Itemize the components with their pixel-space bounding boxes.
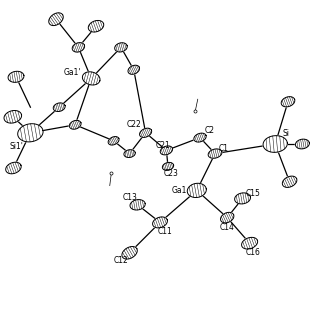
Polygon shape — [108, 137, 119, 145]
Polygon shape — [128, 65, 140, 74]
Polygon shape — [235, 193, 251, 204]
Text: C21: C21 — [156, 141, 171, 150]
Polygon shape — [82, 72, 100, 85]
Polygon shape — [8, 71, 24, 82]
Text: Si: Si — [283, 129, 290, 138]
Text: C23: C23 — [164, 169, 179, 178]
Text: C11: C11 — [157, 227, 172, 236]
Text: C16: C16 — [246, 248, 261, 257]
Text: C12: C12 — [114, 256, 128, 265]
Polygon shape — [49, 13, 63, 26]
Polygon shape — [88, 20, 104, 32]
Polygon shape — [6, 162, 21, 174]
Polygon shape — [18, 124, 43, 142]
Polygon shape — [282, 176, 297, 188]
Polygon shape — [122, 246, 137, 259]
Text: Ga1': Ga1' — [63, 68, 81, 77]
Polygon shape — [130, 200, 145, 210]
Polygon shape — [208, 149, 222, 158]
Polygon shape — [153, 217, 167, 228]
Polygon shape — [187, 183, 206, 197]
Polygon shape — [162, 163, 174, 170]
Polygon shape — [115, 43, 127, 52]
Text: C1: C1 — [219, 144, 229, 153]
Text: C22: C22 — [126, 120, 141, 129]
Polygon shape — [4, 110, 21, 123]
Polygon shape — [194, 133, 206, 142]
Polygon shape — [160, 146, 172, 155]
Polygon shape — [72, 43, 84, 52]
Polygon shape — [53, 103, 65, 111]
Text: C15: C15 — [245, 189, 260, 198]
Text: Ga1: Ga1 — [172, 186, 187, 195]
Text: C13: C13 — [122, 193, 137, 202]
Polygon shape — [281, 97, 295, 107]
Polygon shape — [220, 212, 234, 223]
Polygon shape — [242, 237, 258, 249]
Polygon shape — [69, 120, 81, 129]
Polygon shape — [295, 139, 309, 149]
Polygon shape — [263, 136, 287, 152]
Text: C2: C2 — [204, 126, 215, 135]
Polygon shape — [124, 150, 135, 157]
Polygon shape — [140, 128, 152, 137]
Text: Si1': Si1' — [9, 142, 23, 151]
Text: C14: C14 — [220, 223, 235, 232]
